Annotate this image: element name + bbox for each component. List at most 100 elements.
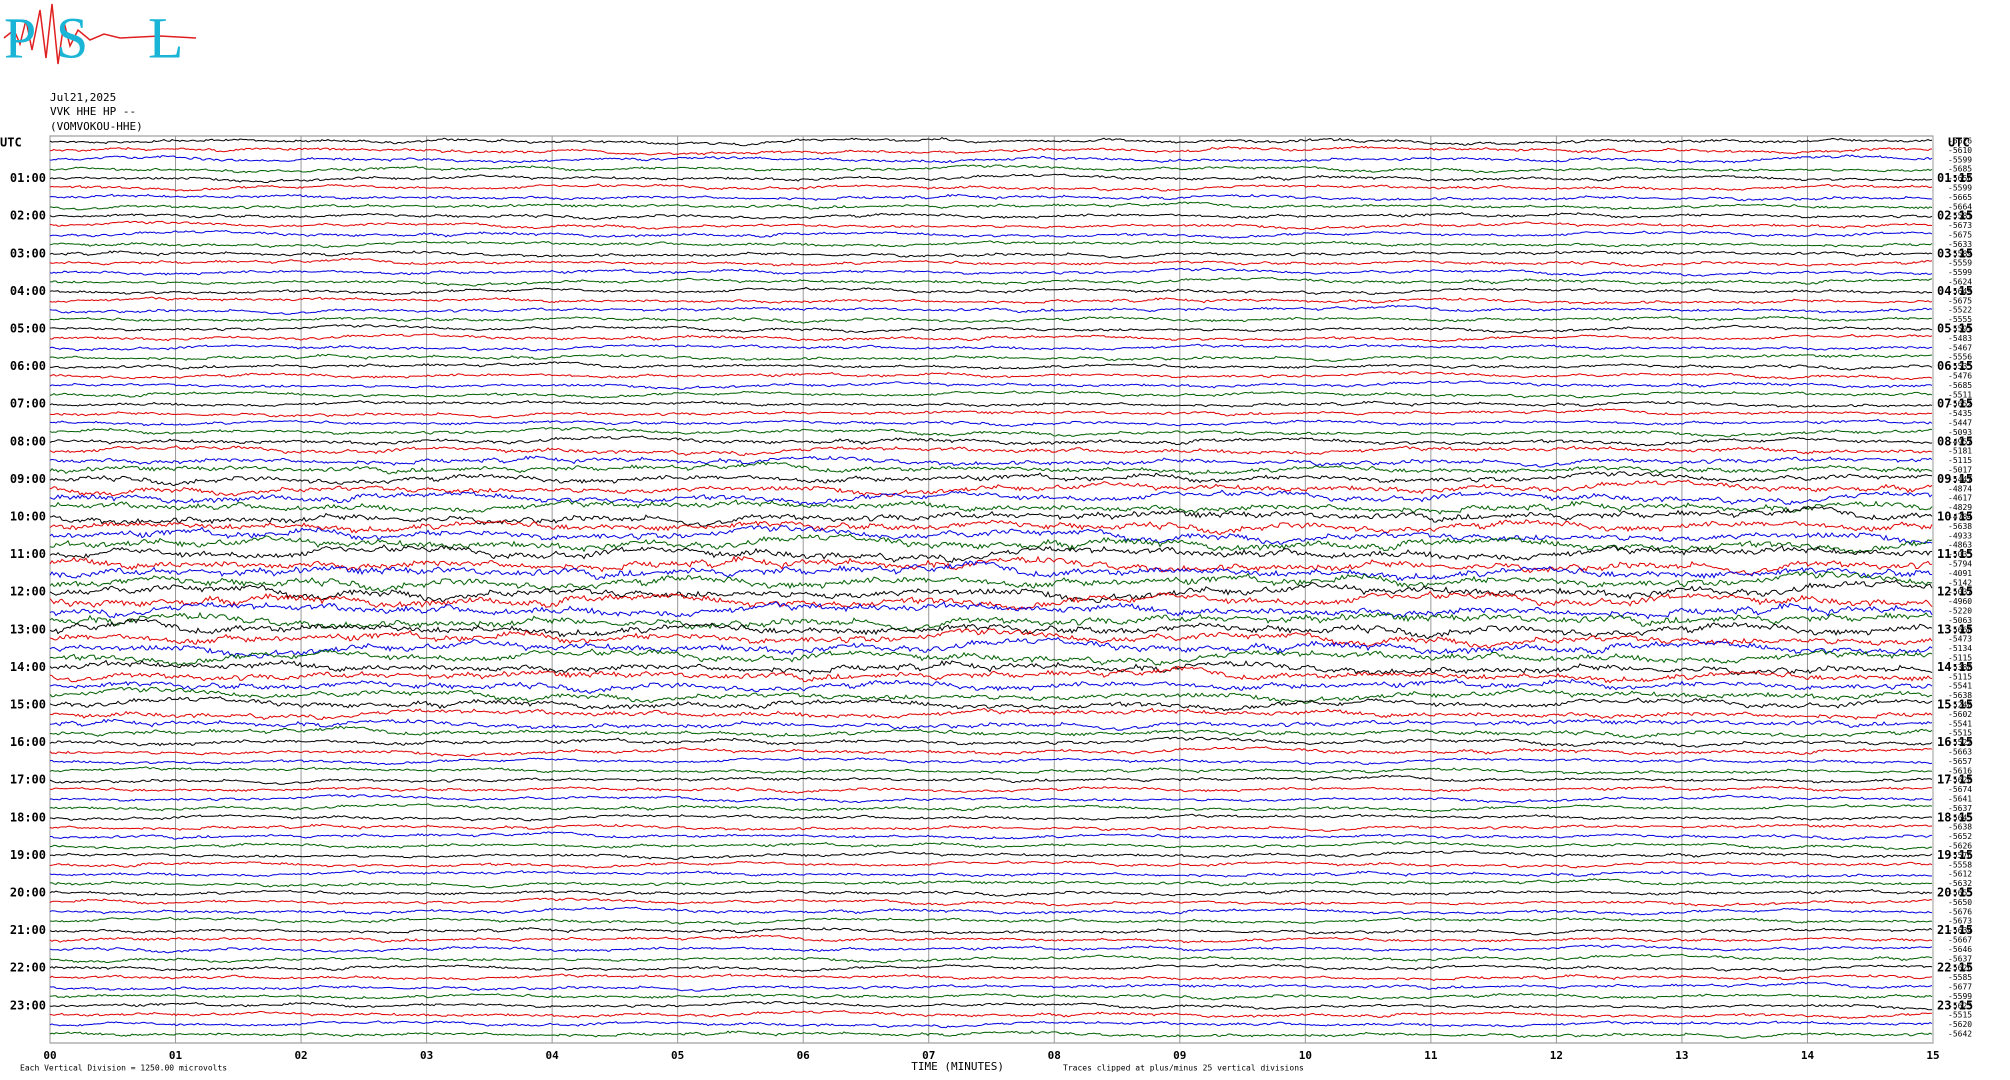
hour-label: 01:00 (10, 171, 46, 185)
trace-offset: -5650 (1948, 898, 1972, 907)
station: VVK HHE HP -- (50, 105, 136, 118)
trace (49, 426, 1933, 438)
x-tick-label: 10 (1299, 1049, 1312, 1062)
trace (49, 813, 1933, 822)
trace-offset: -5558 (1948, 860, 1972, 869)
x-tick-label: 01 (169, 1049, 183, 1062)
trace (49, 981, 1933, 992)
trace (49, 774, 1933, 785)
trace-offset: -5638 (1948, 522, 1972, 531)
trace (49, 695, 1933, 712)
trace-offset: -5602 (1948, 710, 1972, 719)
trace-offset: -5115 (1948, 672, 1972, 681)
trace (49, 544, 1933, 564)
date: Jul21,2025 (50, 91, 116, 104)
trace-offset: -4863 (1948, 541, 1972, 550)
x-tick-label: 05 (671, 1049, 684, 1062)
trace (49, 590, 1933, 611)
trace (49, 400, 1933, 408)
trace (49, 304, 1933, 315)
hour-label: 11:15 (1937, 547, 1973, 561)
time-zone-label: UTC (0, 136, 22, 150)
trace-offset: -5633 (1948, 240, 1972, 249)
trace (49, 850, 1933, 860)
trace-offset: -5642 (1948, 1030, 1972, 1039)
trace (49, 173, 1933, 184)
trace (49, 333, 1933, 343)
trace-offset: -5626 (1948, 842, 1972, 851)
hour-label: 12:15 (1937, 585, 1973, 599)
hour-label: 05:00 (10, 322, 46, 336)
x-tick-label: 04 (546, 1049, 560, 1062)
trace (49, 250, 1933, 259)
trace-offset: -4617 (1948, 494, 1972, 503)
trace-offset: -5641 (1948, 795, 1972, 804)
trace-offset: -5483 (1948, 334, 1972, 343)
trace-offset: -5599 (1948, 155, 1972, 164)
trace-offset: -5555 (1948, 315, 1972, 324)
trace (49, 361, 1933, 371)
hour-label: 19:00 (10, 848, 46, 862)
trace-offset: -5620 (1948, 776, 1972, 785)
trace-offset: -5623 (1948, 1001, 1972, 1010)
hour-label: 15:00 (10, 698, 46, 712)
logo-letter: S (56, 5, 88, 70)
trace-offset: -5559 (1948, 259, 1972, 268)
x-tick-label: 14 (1801, 1049, 1815, 1062)
trace (49, 380, 1933, 390)
hour-label: 09:15 (1937, 472, 1973, 486)
trace-offset: -5675 (1948, 231, 1972, 240)
trace-offset: -5388 (1948, 663, 1972, 672)
trace (49, 870, 1933, 878)
trace (49, 164, 1933, 174)
trace-offset: -5794 (1948, 560, 1972, 569)
trace (49, 678, 1933, 694)
trace-offset: -5240 (1948, 701, 1972, 710)
trace-offset: -5677 (1948, 983, 1972, 992)
trace-offset: -5646 (1948, 945, 1972, 954)
hour-label: 14:15 (1937, 660, 1973, 674)
trace-offset: -5673 (1948, 917, 1972, 926)
hour-label: 15:15 (1937, 698, 1973, 712)
trace (49, 212, 1933, 221)
trace (49, 505, 1933, 527)
trace-offset: -5522 (1948, 738, 1972, 747)
x-tick-label: 08 (1048, 1049, 1061, 1062)
logo: P S L (3, 3, 197, 70)
trace-offset: -5035 (1948, 550, 1972, 559)
trace-offset: -5610 (1948, 146, 1972, 155)
trace (49, 229, 1933, 239)
x-tick-label: 12 (1550, 1049, 1563, 1062)
trace-offset: -5576 (1948, 851, 1972, 860)
trace (49, 628, 1933, 649)
hour-label: 07:00 (10, 397, 46, 411)
trace-offset: -4874 (1948, 484, 1972, 493)
trace-offset: -5667 (1948, 936, 1972, 945)
trace (49, 648, 1933, 667)
trace (49, 445, 1933, 457)
trace (49, 315, 1932, 324)
trace (50, 831, 1933, 841)
trace (49, 571, 1933, 593)
hour-label: 02:15 (1937, 209, 1973, 223)
trace-offset: -5473 (1948, 635, 1972, 644)
trace (49, 343, 1933, 352)
trace-offset: -5556 (1948, 353, 1972, 362)
trace (49, 489, 1933, 506)
hour-label: 23:15 (1937, 998, 1973, 1012)
trace-offset: -5634 (1948, 926, 1972, 935)
trace-offset: -5685 (1948, 381, 1972, 390)
trace (49, 145, 1933, 156)
trace (49, 841, 1933, 851)
trace (49, 1030, 1933, 1039)
trace-offset: -4933 (1948, 531, 1972, 540)
logo-wave (3, 3, 197, 65)
trace-offset: -5511 (1948, 390, 1972, 399)
x-tick-label: 06 (797, 1049, 811, 1062)
trace-offset: -5612 (1948, 870, 1972, 879)
trace (49, 353, 1933, 362)
trace-offset: -5093 (1948, 428, 1972, 437)
trace-offset: -5134 (1948, 644, 1972, 653)
trace (49, 533, 1933, 554)
